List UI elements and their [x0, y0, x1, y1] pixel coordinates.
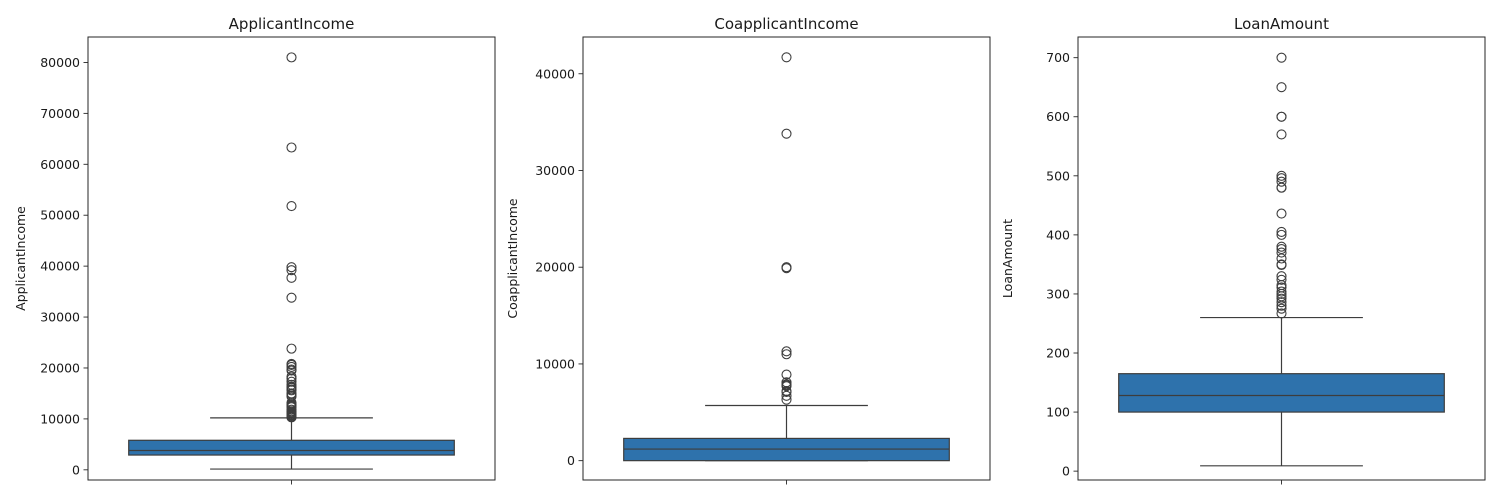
outlier-point — [781, 394, 792, 405]
outlier-point — [286, 201, 297, 212]
outlier-point — [286, 361, 297, 373]
y-axis-label: LoanAmount — [1000, 219, 1015, 298]
outlier-point — [1276, 303, 1287, 314]
y-tick-label: 30000 — [40, 310, 80, 325]
outlier-point — [1276, 293, 1287, 304]
outlier-point — [286, 365, 297, 376]
outlier-point — [1276, 111, 1287, 122]
outlier-point — [286, 262, 297, 273]
outlier-point — [286, 412, 297, 423]
y-tick-label: 30000 — [535, 163, 575, 178]
chart-title: CoapplicantIncome — [714, 15, 858, 33]
y-tick-label: 300 — [1046, 286, 1070, 301]
outlier-point — [1276, 52, 1287, 63]
outlier-point — [781, 346, 792, 357]
outlier-point — [1276, 229, 1287, 240]
chart-panel-2: 0 100 200 300 400 500 600 700 LoanAmount LoanAmou… — [1000, 15, 1486, 485]
y-tick-label: 500 — [1046, 168, 1070, 183]
outlier-point — [286, 272, 297, 283]
outlier-point — [1276, 308, 1287, 319]
y-tick-label: 40000 — [40, 259, 80, 274]
y-tick-label: 20000 — [40, 360, 80, 375]
outlier-point — [781, 263, 792, 274]
outlier-point — [286, 343, 297, 354]
outlier-point — [286, 385, 297, 396]
y-tick-label: 60000 — [40, 157, 80, 172]
outlier-point — [781, 128, 792, 139]
outlier-point — [781, 386, 792, 398]
outlier-point — [1276, 241, 1287, 252]
outlier-point — [286, 292, 297, 303]
y-tick-label: 0 — [1062, 464, 1070, 479]
chart-panel-1: 0 10000 20000 30000 40000 CoapplicantIncome Co… — [505, 15, 991, 485]
outlier-point — [1276, 253, 1287, 264]
outlier-point — [1276, 247, 1287, 258]
y-tick-label: 0 — [72, 462, 80, 477]
outlier-point — [286, 265, 297, 276]
box-iqr — [128, 439, 455, 456]
y-tick-label: 400 — [1046, 227, 1070, 242]
y-tick-label: 200 — [1046, 346, 1070, 361]
y-tick-label: 70000 — [40, 106, 80, 121]
y-tick-label: 50000 — [40, 208, 80, 223]
y-tick-label: 10000 — [535, 356, 575, 371]
y-tick-label: 40000 — [535, 66, 575, 81]
y-axis-label: ApplicantIncome — [13, 206, 28, 311]
y-tick-label: 10000 — [40, 411, 80, 426]
outlier-point — [781, 349, 792, 360]
outlier-point — [1276, 182, 1287, 193]
outlier-point — [1276, 297, 1287, 308]
outlier-point — [1276, 129, 1287, 140]
outlier-point — [1276, 300, 1287, 311]
outlier-point — [1276, 176, 1287, 187]
outlier-point — [1276, 226, 1287, 237]
chart-title: LoanAmount — [1234, 15, 1329, 33]
y-tick-label: 700 — [1046, 50, 1070, 65]
axes-frame — [1077, 36, 1486, 481]
outlier-point — [781, 52, 792, 63]
outlier-point — [781, 390, 792, 401]
y-axis-label: CoapplicantIncome — [505, 198, 520, 319]
y-tick-label: 0 — [567, 453, 575, 468]
y-tick-label: 600 — [1046, 109, 1070, 124]
outlier-point — [1276, 288, 1287, 299]
outlier-point — [781, 369, 792, 380]
y-tick-label: 80000 — [40, 55, 80, 70]
axes-frame — [87, 36, 496, 481]
outlier-point — [286, 142, 297, 153]
chart-panel-0: 0 10000 20000 30000 40000 50000 60000 70000 8000… — [13, 15, 496, 485]
outlier-point — [1276, 286, 1287, 297]
outlier-point — [1276, 82, 1287, 93]
outlier-point — [1276, 170, 1287, 181]
outlier-point — [781, 381, 792, 392]
y-tick-label: 20000 — [535, 260, 575, 275]
chart-title: ApplicantIncome — [229, 15, 355, 33]
outlier-point — [1276, 259, 1287, 271]
box-iqr — [1118, 373, 1445, 413]
y-tick-label: 100 — [1046, 405, 1070, 420]
outlier-point — [1276, 274, 1287, 285]
outlier-point — [286, 52, 297, 63]
axes-frame — [582, 36, 991, 481]
outlier-point — [1276, 208, 1287, 219]
